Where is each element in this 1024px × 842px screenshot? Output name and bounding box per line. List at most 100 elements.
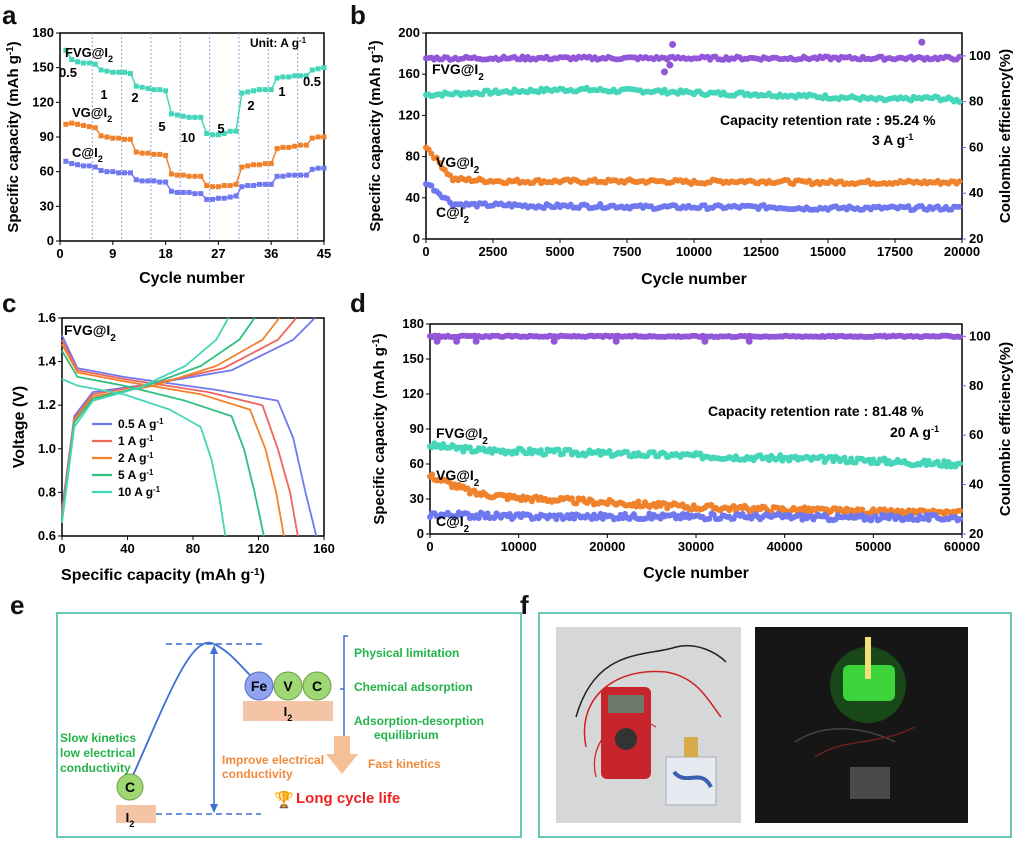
atom-label: Fe <box>251 678 268 694</box>
series-group <box>427 440 963 470</box>
data-point <box>555 446 562 453</box>
data-point <box>63 158 69 164</box>
data-point <box>80 122 86 128</box>
data-point <box>925 516 932 523</box>
data-point <box>151 178 157 184</box>
data-point <box>428 182 435 189</box>
data-point <box>239 164 245 170</box>
series-group <box>423 84 963 106</box>
series-group <box>427 471 963 519</box>
data-point <box>635 498 642 505</box>
data-point <box>180 172 186 178</box>
x-tick-label: 45 <box>317 246 331 261</box>
y-tick-label: 120 <box>402 386 424 401</box>
data-point <box>151 151 157 157</box>
series-group <box>423 144 963 188</box>
left-annotation: low electrical <box>60 746 135 760</box>
arrow-head-up <box>210 645 218 654</box>
data-point <box>956 203 963 210</box>
data-point <box>303 172 309 178</box>
data-point <box>568 495 575 502</box>
panel-label-b: b <box>350 0 366 30</box>
outlier-point <box>661 68 669 76</box>
data-point <box>110 69 116 75</box>
outlier-point <box>453 337 461 345</box>
x-tick-label: 120 <box>248 541 270 556</box>
data-point <box>75 162 81 168</box>
data-point <box>157 87 163 93</box>
data-point <box>221 183 227 189</box>
x-tick-label: 20000 <box>589 539 625 554</box>
charge-curve <box>61 317 256 521</box>
data-point <box>315 66 321 72</box>
i2-block-right <box>243 701 333 721</box>
data-point <box>956 178 963 185</box>
data-point <box>475 515 482 522</box>
y-tick-label: 90 <box>410 421 424 436</box>
x-tick-label: 36 <box>264 246 278 261</box>
data-point <box>215 184 221 190</box>
data-point <box>198 114 204 120</box>
data-point <box>315 165 321 171</box>
x-tick-label: 60000 <box>944 539 980 554</box>
data-point <box>92 164 98 170</box>
y2-tick-label: 20 <box>969 526 983 541</box>
data-point <box>280 144 286 150</box>
mechanism-item: Physical limitation <box>354 646 459 660</box>
data-point <box>145 150 151 156</box>
data-point <box>122 136 128 142</box>
data-point <box>256 87 262 93</box>
x-tick-label: 0 <box>56 246 63 261</box>
energy-barrier-curve <box>129 641 253 783</box>
y2-axis-title: Coulombic efficiency(%) <box>997 49 1014 223</box>
series-label-fvg: FVG@I2 <box>432 61 484 83</box>
series-label-vg: VG@I2 <box>72 105 112 124</box>
y-tick-label: 0.6 <box>38 528 56 543</box>
y-axis-title: Specific capacity (mAh g-1) <box>5 41 23 232</box>
data-point <box>174 172 180 178</box>
data-point <box>286 74 292 80</box>
x-tick-label: 40000 <box>767 539 803 554</box>
y-tick-label: 1.6 <box>38 310 56 325</box>
left-annotation: Slow kinetics <box>60 731 136 745</box>
mechanism-item: equilibrium <box>374 728 439 742</box>
data-point <box>859 506 866 513</box>
plot-frame <box>429 323 963 535</box>
data-point <box>256 162 262 168</box>
long-cycle-life-text: Long cycle life <box>296 790 400 807</box>
data-point <box>210 184 216 190</box>
y-tick-label: 120 <box>32 94 54 109</box>
data-point <box>542 451 549 458</box>
data-point <box>168 188 174 194</box>
panel-c-title: FVG@I2 <box>64 322 116 344</box>
data-point <box>139 150 145 156</box>
retention-note: Capacity retention rate : 95.24 % <box>720 112 936 128</box>
y-tick-label: 150 <box>402 351 424 366</box>
x-tick-label: 10000 <box>501 539 537 554</box>
series-label-fvg: FVG@I2 <box>65 45 113 64</box>
data-point <box>239 184 245 190</box>
x-tick-label: 15000 <box>810 244 846 259</box>
chart-a: 0 9 18 27 36 45 0 30 60 90 120 150 180 FVG@I2 VG@I2 C@I… <box>5 25 332 287</box>
outlier-point <box>918 38 926 46</box>
data-point <box>75 59 81 65</box>
rate-label: 10 <box>181 130 195 145</box>
data-point <box>98 168 104 174</box>
data-point <box>321 165 327 171</box>
x-tick-label: 20000 <box>944 244 980 259</box>
y-tick-label: 1.2 <box>38 397 56 412</box>
y2-tick-label: 60 <box>969 139 983 154</box>
rate-label: 1 <box>278 84 285 99</box>
data-point <box>292 73 298 79</box>
data-point <box>923 512 930 519</box>
y-tick-label: 0 <box>47 233 54 248</box>
data-point <box>436 159 443 166</box>
rate-note: 3 A g-1 <box>872 132 913 148</box>
y-tick-label: 30 <box>410 491 424 506</box>
plot-frame <box>61 317 325 537</box>
y-tick-label: 30 <box>40 198 54 213</box>
data-point <box>245 183 251 189</box>
series-group <box>427 332 963 341</box>
y-tick-label: 1.4 <box>38 354 57 369</box>
outlier-point <box>433 337 441 345</box>
